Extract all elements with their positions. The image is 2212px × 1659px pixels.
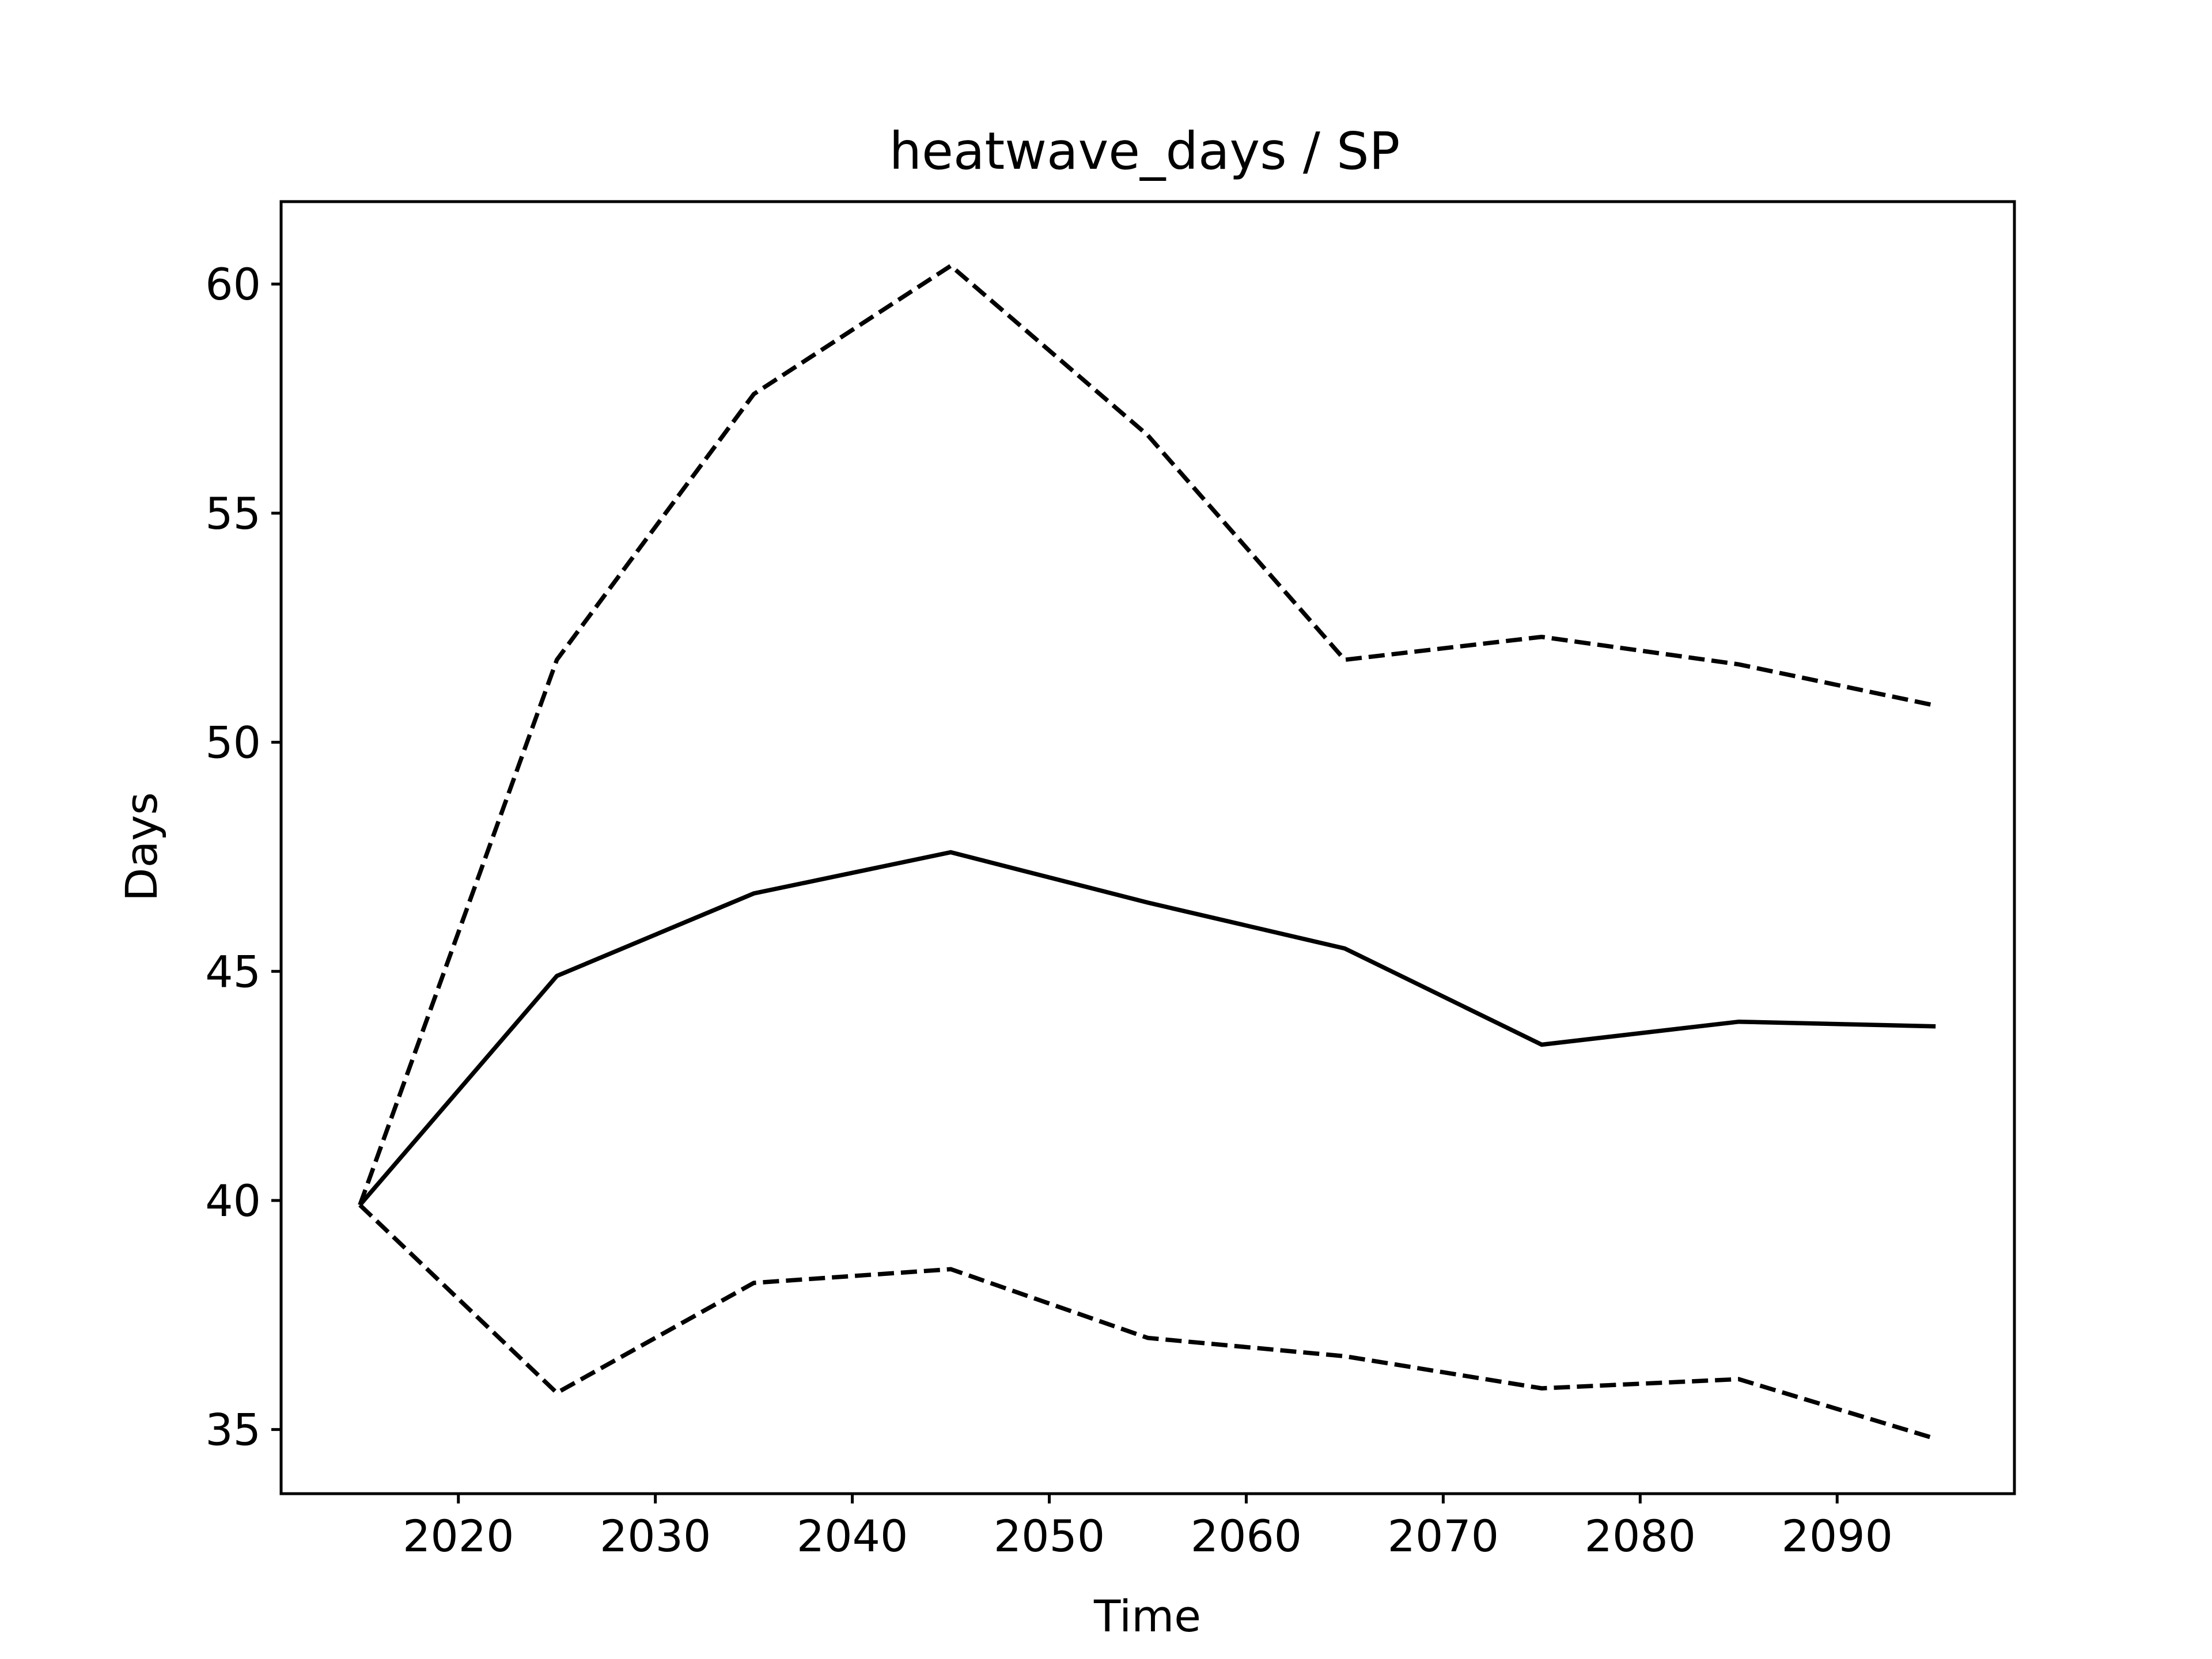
- x-tick-label-2050: 2050: [994, 1510, 1105, 1562]
- y-tick-label-55: 55: [205, 488, 261, 539]
- series-layer: [358, 263, 1937, 1441]
- x-axis-ticks: 2020 2030 2040 2050 2060 2070 2080 2090: [403, 1494, 1893, 1562]
- x-tick-label-2040: 2040: [797, 1510, 908, 1562]
- series-line-1-dashed: [358, 263, 1936, 1206]
- y-tick-label-35: 35: [205, 1404, 261, 1456]
- y-axis-label: Days: [116, 792, 167, 902]
- x-tick-label-2070: 2070: [1388, 1510, 1499, 1562]
- series-line-2-solid: [358, 850, 1936, 1207]
- x-tick-label-2080: 2080: [1585, 1510, 1696, 1562]
- x-tick-label-2090: 2090: [1782, 1510, 1893, 1562]
- x-tick-label-2060: 2060: [1191, 1510, 1302, 1562]
- series-line-3-dashed: [358, 1203, 1937, 1441]
- x-tick-label-2020: 2020: [403, 1510, 514, 1562]
- x-axis-label: Time: [1093, 1590, 1201, 1642]
- y-tick-label-50: 50: [205, 717, 261, 768]
- y-tick-label-45: 45: [205, 946, 261, 997]
- y-tick-label-40: 40: [205, 1175, 261, 1226]
- y-tick-label-60: 60: [205, 259, 261, 310]
- y-axis-ticks: 35 40 45 50 55 60: [205, 259, 281, 1456]
- x-tick-label-2030: 2030: [600, 1510, 711, 1562]
- plot-frame: [279, 200, 2016, 1495]
- chart-title: heatwave_days / SP: [889, 121, 1400, 181]
